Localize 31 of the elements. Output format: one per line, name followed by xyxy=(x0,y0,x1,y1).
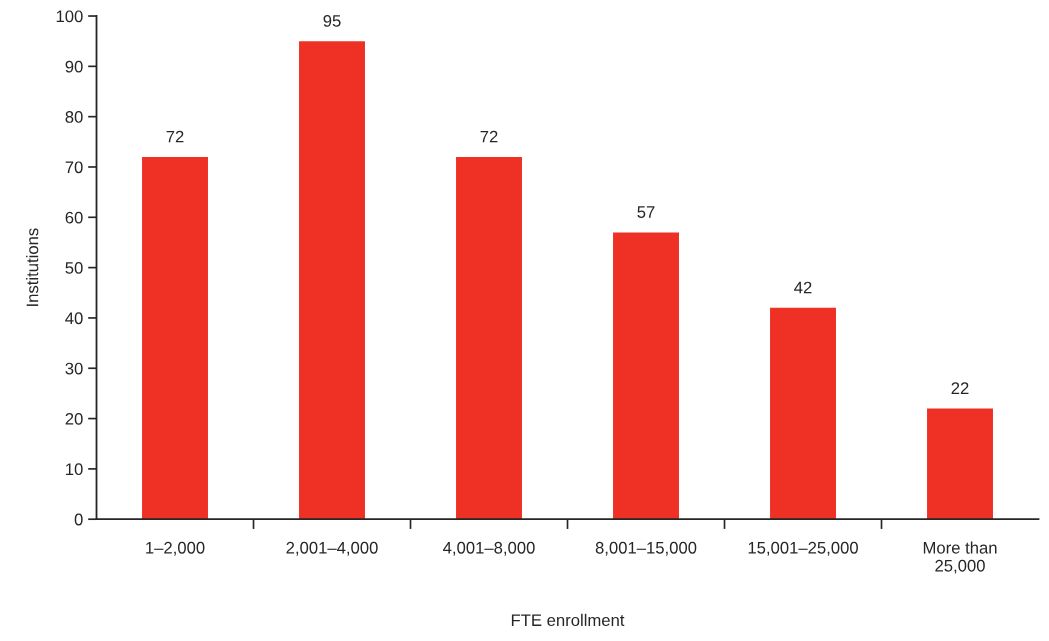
y-tick-label: 80 xyxy=(65,111,83,123)
y-tick-label: 60 xyxy=(65,211,83,224)
y-axis-title: Institutions xyxy=(26,228,39,306)
x-axis-title: FTE enrollment xyxy=(511,613,625,627)
data-label: 72 xyxy=(166,130,184,143)
y-tick-label: 40 xyxy=(65,312,83,325)
bar xyxy=(142,156,208,520)
data-label: 42 xyxy=(794,281,812,294)
data-label: 57 xyxy=(637,206,655,218)
bar xyxy=(770,307,836,520)
y-tick-label: 70 xyxy=(65,161,83,174)
y-tick-label: 30 xyxy=(65,362,83,375)
y-tick-label: 20 xyxy=(65,412,83,425)
bar xyxy=(613,232,679,520)
data-label: 72 xyxy=(480,130,498,143)
x-tick-label: 15,001–25,000 xyxy=(748,541,858,556)
x-tick-label: More than 25,000 xyxy=(923,541,997,574)
x-tick-label: 2,001–4,000 xyxy=(286,541,378,556)
y-tick-label: 50 xyxy=(65,262,83,274)
y-tick-label: 90 xyxy=(65,60,83,73)
x-tick-label: 1–2,000 xyxy=(146,541,205,556)
x-tick-label: 4,001–8,000 xyxy=(443,541,535,556)
bar xyxy=(456,156,522,520)
y-tick-label: 100 xyxy=(56,10,83,23)
bar xyxy=(299,41,365,520)
y-tick-label: 0 xyxy=(74,513,83,526)
x-tick-label: 8,001–15,000 xyxy=(595,541,697,556)
data-label: 95 xyxy=(323,14,341,27)
y-tick-label: 10 xyxy=(66,463,83,476)
data-label: 22 xyxy=(951,382,969,394)
bar xyxy=(927,408,993,520)
